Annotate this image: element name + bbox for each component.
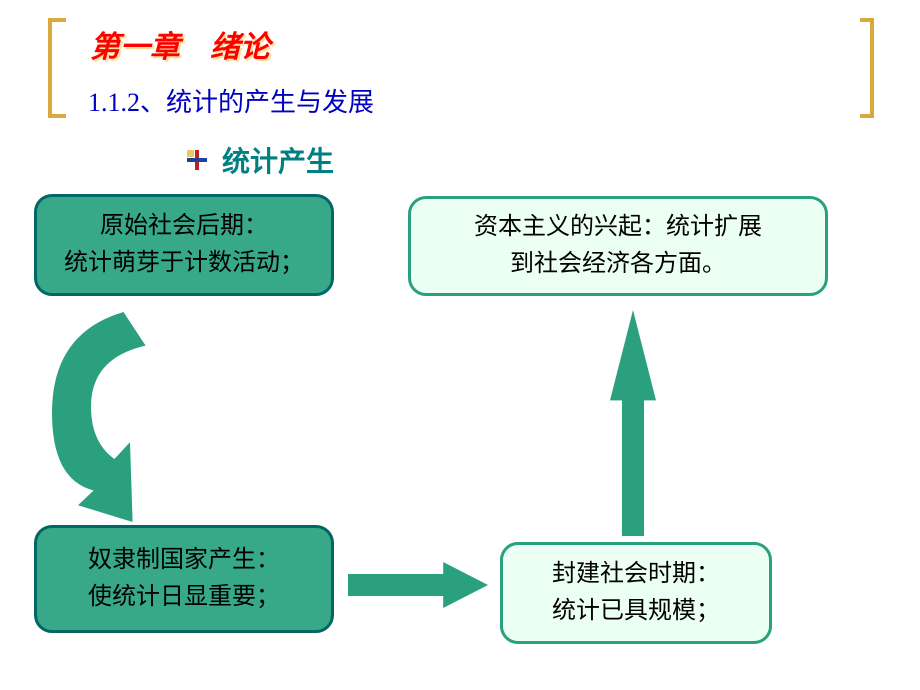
bullet-row: 统计产生 [186,140,334,180]
flow-node-box4: 资本主义的兴起：统计扩展到社会经济各方面。 [408,196,828,296]
flow-arrow-box1-box2 [52,312,182,522]
flow-node-box3: 封建社会时期：统计已具规模； [500,542,772,644]
bullet-text: 统计产生 [222,140,334,180]
chapter-title: 第一章 绪论 [90,22,270,66]
flow-node-box1: 原始社会后期：统计萌芽于计数活动； [34,194,334,296]
flow-arrow-box2-box3 [348,562,488,608]
flow-node-box2: 奴隶制国家产生：使统计日显重要； [34,525,334,633]
section-title: 1.1.2、统计的产生与发展 [88,82,374,119]
bullet-icon [186,149,208,171]
flow-arrow-box3-box4 [610,310,656,536]
header-bracket-left [48,18,66,118]
header-bracket-right [860,18,874,118]
